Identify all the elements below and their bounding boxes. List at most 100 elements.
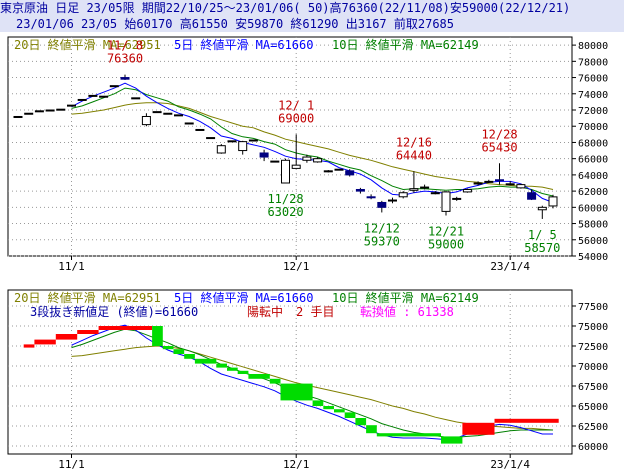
y-tick-label: 58000 — [578, 220, 608, 231]
annotation-value: 64440 — [396, 148, 432, 162]
header-line-1-text: 東京原油 日足 23/05限 期間22/10/25～23/01/06( 50)高… — [0, 1, 571, 15]
signal-state: 陽転中 — [247, 304, 283, 319]
candle-up — [430, 192, 440, 195]
candle-up — [163, 112, 173, 115]
renko-brick-up — [77, 330, 99, 334]
annotation-value: 58570 — [524, 241, 560, 255]
candle-up — [473, 182, 483, 185]
candle-up — [152, 111, 162, 114]
annotation-date: 11/ 8 — [107, 39, 143, 53]
annotation-value: 63020 — [267, 205, 303, 219]
renko-brick-down — [173, 349, 185, 354]
y-tick-label: 54000 — [578, 252, 608, 263]
signal-count: 2 手目 — [296, 305, 334, 319]
candle-up — [441, 191, 451, 212]
upper-panel: 54000 56000 58000 60000 62000 64000 66000 68000… — [7, 36, 608, 273]
legend-ma20: 20日 終値平滑 MA=62951 — [14, 37, 161, 52]
y-tick-label: 77500 — [578, 302, 608, 313]
candle-up — [462, 188, 472, 193]
renko-brick-down — [152, 326, 163, 346]
candle-down — [345, 170, 355, 176]
renko-brick-down — [194, 358, 217, 364]
y-tick-label: 72000 — [578, 106, 608, 117]
y-tick-label: 67500 — [578, 382, 608, 393]
y-tick-label: 65000 — [578, 402, 608, 413]
renko-brick-down — [269, 378, 281, 384]
annotation-value: 59370 — [364, 234, 400, 248]
renko-brick-down — [227, 367, 238, 371]
candle-up — [248, 139, 258, 142]
renko-brick-down — [162, 346, 174, 350]
candle-down — [377, 201, 387, 208]
candle-up — [131, 97, 141, 100]
candle-down — [366, 196, 376, 199]
renko-brick-down — [441, 436, 463, 444]
y-tick-label: 76000 — [578, 74, 608, 85]
renko-brick-down — [344, 412, 356, 418]
candle-up — [420, 186, 430, 189]
candle-up — [227, 140, 237, 143]
candle-up — [334, 168, 344, 171]
y-tick-label: 62500 — [578, 422, 608, 433]
x-tick-label: 23/1/4 — [490, 260, 530, 273]
annotation-date: 12/ 1 — [278, 98, 314, 112]
legend-ma5: 5日 終値平滑 MA=61660 — [174, 37, 313, 52]
x-tick-label: 23/1/4 — [490, 458, 530, 471]
y-tick-label: 74000 — [578, 90, 608, 101]
candle-up — [109, 85, 119, 88]
renko-brick-down — [376, 433, 441, 437]
renko-brick-down — [366, 425, 377, 434]
ma10-line — [71, 87, 554, 197]
candle-up — [537, 206, 547, 211]
y-tick-label: 75000 — [578, 322, 608, 333]
renko-brick-down — [334, 409, 345, 413]
annotation-date: 12/28 — [481, 127, 517, 141]
candle-up — [516, 184, 526, 189]
renko-brick-down — [248, 374, 270, 379]
x-tick-label: 11/1 — [58, 260, 85, 273]
y-tick-label: 60000 — [578, 203, 608, 214]
candle-down — [495, 179, 504, 182]
renko-brick-down — [237, 370, 249, 374]
header-info-line-1: 東京原油 日足 23/05限 期間22/10/25～23/01/06( 50)高… — [0, 0, 624, 16]
renko-brick-up — [98, 326, 153, 330]
candle-up — [206, 137, 216, 140]
candle-up — [184, 122, 194, 125]
header-line-2-text: 23/01/06 23/05 始60170 高61550 安59870 終612… — [16, 17, 455, 31]
candle-up — [313, 158, 323, 163]
renko-brick-down — [312, 400, 324, 406]
ma5-line — [71, 82, 554, 203]
renko-brick-up — [34, 339, 56, 345]
renko-brick-up — [462, 422, 495, 435]
candle-up — [505, 183, 515, 186]
y-tick-label: 56000 — [578, 236, 608, 247]
candle-up — [141, 115, 151, 126]
lower-panel: 60000 62500 65000 67500 70000 72500 75000 77500… — [7, 289, 608, 471]
annotation-date: 11/28 — [267, 192, 303, 206]
renko-brick-up — [23, 344, 35, 348]
signal-reversal: 転換値 : 61338 — [360, 304, 454, 319]
y-tick-label: 72500 — [578, 342, 608, 353]
candle-up — [24, 112, 34, 115]
annotation-value: 69000 — [278, 111, 314, 125]
legend-ma10: 10日 終値平滑 MA=62149 — [332, 290, 479, 305]
y-tick-label: 60000 — [578, 442, 608, 453]
y-tick-label: 68000 — [578, 138, 608, 149]
candle-up — [270, 160, 280, 163]
annotation-date: 12/12 — [364, 221, 400, 235]
annotation-value: 59000 — [428, 237, 464, 251]
y-tick-label: 70000 — [578, 122, 608, 133]
candle-down — [259, 152, 269, 158]
renko-brick-down — [323, 406, 334, 410]
renko-brick-down — [280, 383, 313, 401]
renko-brick-up — [494, 418, 559, 423]
renko-subtitle: 3段抜き新値足 (終値)=61660 — [30, 304, 198, 319]
candle-up — [56, 108, 66, 111]
renko-brick-down — [216, 363, 227, 368]
candle-up — [323, 170, 333, 173]
annotation-date: 12/21 — [428, 224, 464, 238]
y-tick-label: 78000 — [578, 57, 608, 68]
candle-down — [355, 188, 365, 192]
x-tick-label: 12/1 — [283, 458, 310, 471]
